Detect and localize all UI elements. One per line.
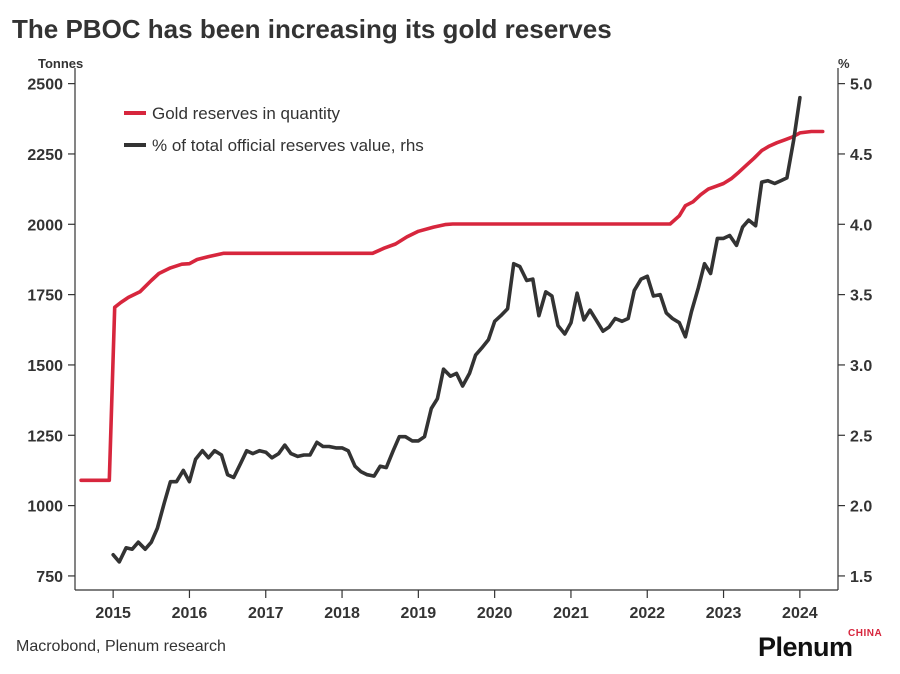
x-tick-label: 2020 (477, 605, 513, 622)
line-chart: Tonnes % 750 1000 1250 1500 1750 2000 2250 2500 1.… (27, 56, 872, 622)
source-note: Macrobond, Plenum research (16, 638, 226, 655)
y-tick-label-right: 3.5 (850, 288, 872, 305)
y-axis-left-unit: Tonnes (38, 56, 83, 71)
y-tick-label-left: 1500 (27, 358, 63, 375)
series-line-reserves-share (111, 95, 802, 564)
x-tick-label: 2023 (706, 605, 742, 622)
chart-series (79, 95, 825, 564)
legend-label: Gold reserves in quantity (152, 104, 341, 123)
y-axis-right-unit: % (838, 56, 850, 71)
x-tick-label: 2015 (95, 605, 131, 622)
x-tick-label: 2017 (248, 605, 284, 622)
y-tick-label-right: 4.0 (850, 217, 872, 234)
y-tick-label-left: 1750 (27, 288, 63, 305)
chart-axes: Tonnes % 750 1000 1250 1500 1750 2000 2250 2500 1.… (27, 56, 872, 622)
x-tick-label: 2018 (324, 605, 360, 622)
y-tick-label-left: 2250 (27, 147, 63, 164)
y-tick-label-left: 1250 (27, 428, 63, 445)
y-tick-label-right: 3.0 (850, 358, 872, 375)
x-tick-label: 2016 (172, 605, 208, 622)
y-tick-label-left: 750 (36, 569, 63, 586)
series-line-gold-quantity (79, 129, 825, 483)
y-tick-label-right: 1.5 (850, 569, 872, 586)
y-tick-label-left: 1000 (27, 499, 63, 516)
y-tick-label-right: 4.5 (850, 147, 872, 164)
brand-logo: Plenum (758, 632, 853, 662)
legend-label: % of total official reserves value, rhs (152, 136, 424, 155)
y-tick-label-left: 2000 (27, 217, 63, 234)
y-tick-label-right: 2.0 (850, 499, 872, 516)
brand-tag: CHINA (848, 628, 883, 639)
chart-title: The PBOC has been increasing its gold re… (12, 14, 612, 44)
x-tick-label: 2021 (553, 605, 589, 622)
chart-legend: Gold reserves in quantity % of total offi… (124, 104, 424, 155)
y-tick-label-right: 2.5 (850, 428, 872, 445)
y-tick-label-right: 5.0 (850, 77, 872, 94)
x-tick-label: 2024 (782, 605, 818, 622)
x-tick-label: 2022 (629, 605, 665, 622)
y-tick-label-left: 2500 (27, 77, 63, 94)
x-tick-label: 2019 (401, 605, 437, 622)
